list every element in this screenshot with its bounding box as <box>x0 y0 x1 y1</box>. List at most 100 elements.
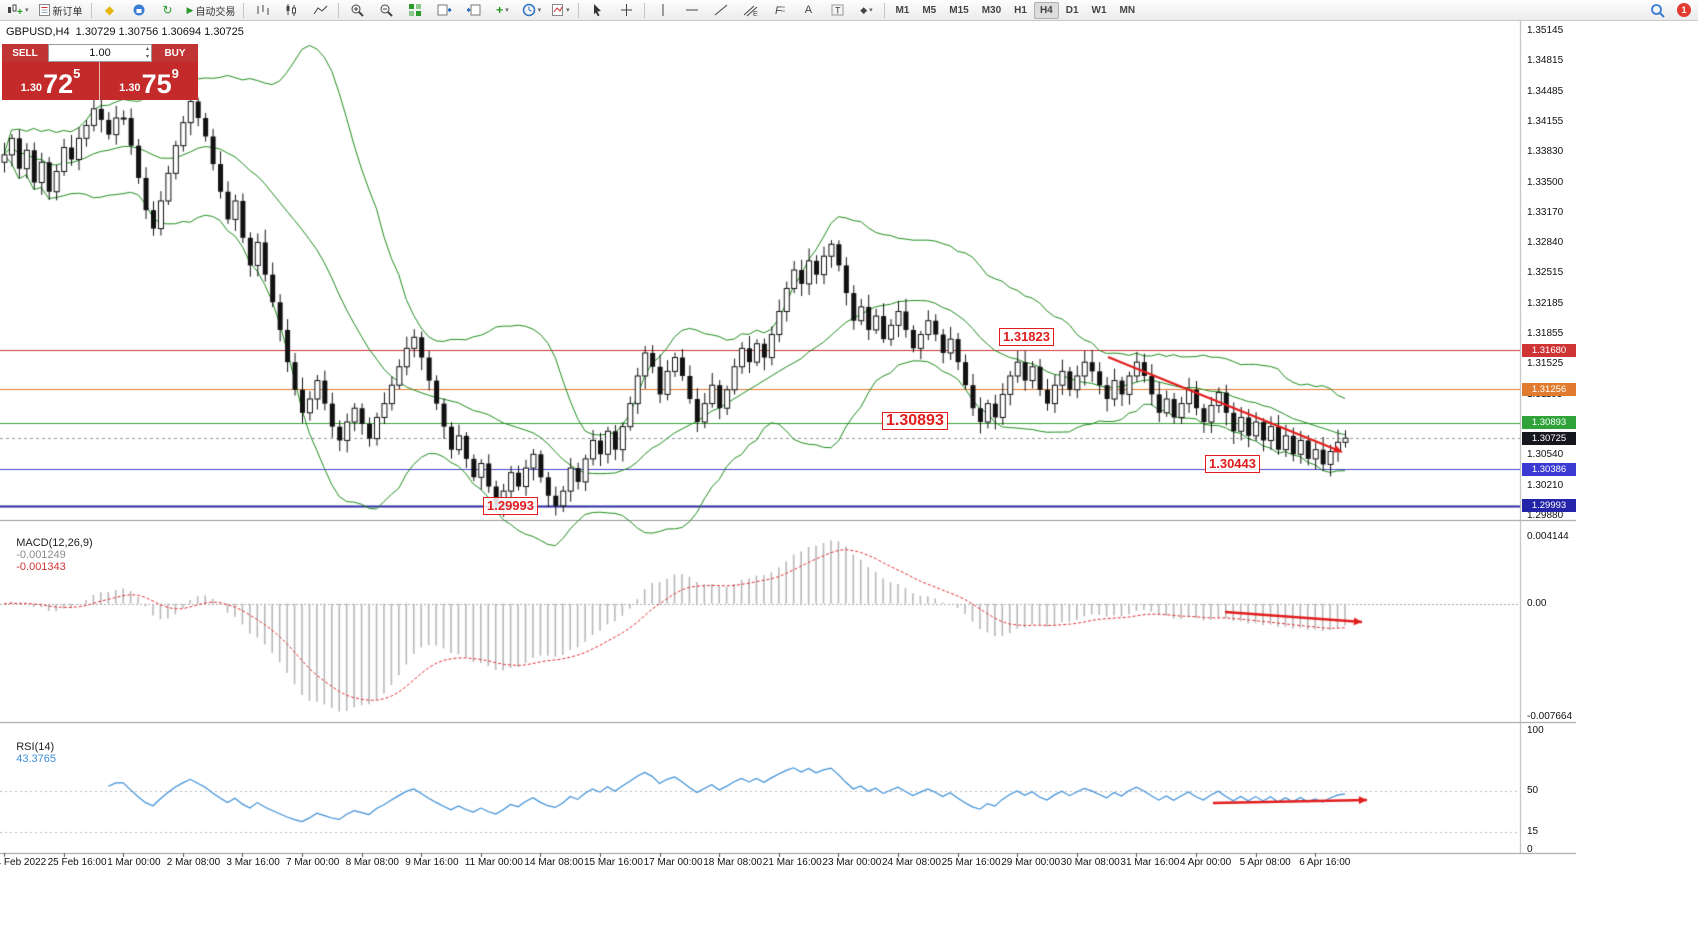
timeframe-m1-button[interactable]: M1 <box>895 4 910 16</box>
time-axis-label[interactable]: 14 Mar 08:00 <box>524 857 584 868</box>
crosshair-button[interactable] <box>612 0 640 20</box>
time-axis-label[interactable]: 7 Mar 00:00 <box>286 857 340 868</box>
price-axis-tick[interactable]: 1.30540 <box>1527 449 1564 461</box>
timeframe-m15-button[interactable]: M15 <box>949 4 969 16</box>
price-annotation[interactable]: 1.30443 <box>1205 455 1260 473</box>
fibonacci-button[interactable]: F <box>765 0 793 20</box>
time-axis-label[interactable]: 31 Mar 16:00 <box>1120 857 1180 868</box>
horizontal-line-button[interactable] <box>678 0 706 20</box>
indicators-button[interactable]: + ▾ <box>488 0 516 20</box>
time-axis-label[interactable]: 9 Mar 16:00 <box>405 857 459 868</box>
macd-signal-value: -0.001343 <box>16 561 66 573</box>
price-annotation[interactable]: 1.30893 <box>882 412 948 430</box>
text-label-button[interactable]: T <box>823 0 851 20</box>
tile-windows-button[interactable] <box>401 0 429 20</box>
new-chart-button[interactable]: + ▾ <box>3 0 33 20</box>
equidistant-channel-button[interactable]: E <box>736 0 764 20</box>
timeframe-m30-button[interactable]: M30 <box>981 4 1002 16</box>
toolbar-separator <box>578 2 580 18</box>
price-axis-tick[interactable]: 1.32840 <box>1527 237 1564 249</box>
search-icon[interactable] <box>1643 0 1671 20</box>
line-chart-button[interactable] <box>306 0 334 20</box>
time-axis-label[interactable]: 30 Mar 08:00 <box>1060 857 1120 868</box>
time-axis-label[interactable]: 25 Mar 16:00 <box>941 857 1001 868</box>
autotrading-button[interactable]: ▶ 自动交易 <box>183 0 240 20</box>
price-axis-tick[interactable]: 1.31855 <box>1527 328 1564 340</box>
sell-button[interactable]: SELL <box>2 44 48 62</box>
lot-size-field[interactable]: 1.00 ▴ ▾ <box>48 44 152 62</box>
timeframe-h1-button[interactable]: H1 <box>1014 4 1027 16</box>
time-axis-label[interactable]: 1 Mar 00:00 <box>107 857 161 868</box>
time-axis-label[interactable]: 18 Mar 08:00 <box>703 857 763 868</box>
time-axis-label[interactable]: 24 Mar 08:00 <box>882 857 941 868</box>
trendline-button[interactable] <box>707 0 735 20</box>
macd-axis-max[interactable]: 0.004144 <box>1527 531 1569 542</box>
time-axis-label[interactable]: 11 Mar 00:00 <box>464 857 523 868</box>
time-axis-label[interactable]: 21 Mar 16:00 <box>762 857 822 868</box>
buy-button[interactable]: BUY <box>152 44 198 62</box>
data-window-button[interactable] <box>430 0 458 20</box>
arrows-button[interactable]: ◆ ▾ <box>852 0 880 20</box>
timeframe-mn-button[interactable]: MN <box>1119 4 1136 16</box>
price-axis-tick[interactable]: 1.34155 <box>1527 116 1564 128</box>
price-axis-tick[interactable]: 1.33500 <box>1527 176 1564 188</box>
bar-chart-button[interactable] <box>248 0 276 20</box>
candlestick-chart-button[interactable] <box>277 0 305 20</box>
lot-stepper[interactable]: ▴ ▾ <box>146 45 149 61</box>
time-axis-label[interactable]: 5 Apr 08:00 <box>1239 857 1291 868</box>
timeframe-d1-button[interactable]: D1 <box>1065 4 1079 16</box>
periods-button[interactable]: ▾ <box>517 0 545 20</box>
price-axis-tick[interactable]: 1.34815 <box>1527 55 1564 67</box>
templates-button[interactable]: ▾ <box>546 0 574 20</box>
timeframe-m5-button[interactable]: M5 <box>922 4 937 16</box>
time-axis-label[interactable]: 29 Mar 00:00 <box>1001 857 1061 868</box>
rsi-axis-tick[interactable]: 100 <box>1527 725 1544 736</box>
time-axis-label[interactable]: 4 Apr 00:00 <box>1180 857 1232 868</box>
buy-price-display[interactable]: 1.30 75 9 <box>100 62 198 100</box>
time-axis-label[interactable]: 8 Mar 08:00 <box>345 857 399 868</box>
notification-badge[interactable]: 1 <box>1677 3 1691 17</box>
rsi-axis-tick[interactable]: 15 <box>1527 826 1539 838</box>
vertical-line-button[interactable] <box>649 0 677 20</box>
timeframe-w1-button[interactable]: W1 <box>1091 4 1107 16</box>
zoom-out-button[interactable] <box>372 0 400 20</box>
lot-decrease-icon[interactable]: ▾ <box>145 54 149 60</box>
time-axis-label[interactable]: 24 Feb 2022 <box>0 857 47 868</box>
zoom-in-button[interactable] <box>343 0 371 20</box>
price-axis-tick[interactable]: 1.32185 <box>1527 297 1564 309</box>
text-button[interactable]: A <box>804 4 813 16</box>
time-axis-label[interactable]: 17 Mar 00:00 <box>643 857 703 868</box>
time-axis-label[interactable]: 2 Mar 08:00 <box>166 857 221 868</box>
macd-axis-zero[interactable]: 0.00 <box>1527 597 1547 609</box>
chart-shift-button[interactable] <box>459 0 487 20</box>
price-axis-tick[interactable]: 1.33830 <box>1527 146 1564 158</box>
time-axis-label[interactable]: 23 Mar 00:00 <box>822 857 882 868</box>
price-axis-tick[interactable]: 1.33170 <box>1527 206 1564 218</box>
price-axis-tick[interactable]: 1.32515 <box>1527 267 1564 279</box>
price-annotation[interactable]: 1.29993 <box>483 497 538 515</box>
rsi-axis-tick[interactable]: 50 <box>1527 784 1539 796</box>
mql5-community-icon[interactable]: ◆ <box>104 3 115 17</box>
time-axis-label[interactable]: 15 Mar 16:00 <box>584 857 643 868</box>
price-chart[interactable] <box>0 21 1698 872</box>
new-order-button[interactable]: 新订单 <box>34 0 87 20</box>
rsi-name: RSI(14) <box>16 741 55 753</box>
price-axis-tick[interactable]: 1.31525 <box>1527 358 1564 370</box>
sell-price-display[interactable]: 1.30 72 5 <box>2 62 100 100</box>
price-axis-tick[interactable]: 1.30210 <box>1527 479 1564 491</box>
market-icon[interactable] <box>125 0 153 20</box>
timeframe-h4-button[interactable]: H4 <box>1033 1 1059 19</box>
price-annotation[interactable]: 1.31823 <box>999 328 1054 346</box>
lot-increase-icon[interactable]: ▴ <box>145 46 149 52</box>
time-axis-label[interactable]: 25 Feb 16:00 <box>47 857 107 868</box>
price-tag-1.31256: 1.31256 <box>1522 382 1576 396</box>
price-axis-tick[interactable]: 1.35145 <box>1527 25 1564 36</box>
price-axis-tick[interactable]: 1.34485 <box>1527 85 1564 97</box>
macd-axis-min[interactable]: -0.007664 <box>1527 711 1573 722</box>
refresh-icon[interactable]: ↻ <box>162 3 173 17</box>
time-axis-label[interactable]: 3 Mar 16:00 <box>226 857 280 868</box>
price-axis-tick[interactable]: 1.29880 <box>1527 510 1564 521</box>
time-axis-label[interactable]: 6 Apr 16:00 <box>1299 857 1351 868</box>
cursor-button[interactable] <box>583 0 611 20</box>
rsi-axis-tick[interactable]: 0 <box>1527 844 1533 855</box>
